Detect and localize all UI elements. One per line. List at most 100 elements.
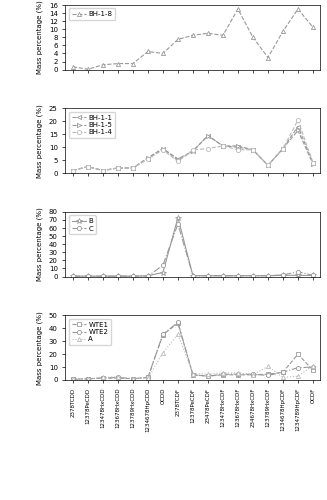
- A: [311, 363, 315, 369]
- BH-1-1: [266, 162, 270, 168]
- BH-1-4: [176, 158, 180, 164]
- BH-1-5: [116, 165, 120, 171]
- WTE2: [131, 376, 135, 382]
- BH-1-8: [131, 60, 135, 66]
- WTE1: [161, 332, 165, 338]
- BH-1-4: [236, 147, 240, 153]
- BH-1-8: [311, 24, 315, 30]
- A: [191, 370, 195, 376]
- B: [236, 272, 240, 278]
- WTE1: [101, 375, 105, 381]
- B: [281, 272, 285, 278]
- A: [131, 376, 135, 382]
- Y-axis label: Mass percentage (%): Mass percentage (%): [37, 208, 43, 281]
- BH-1-8: [161, 50, 165, 56]
- BH-1-1: [311, 160, 315, 166]
- B: [266, 272, 270, 278]
- BH-1-8: [236, 6, 240, 12]
- WTE1: [116, 375, 120, 381]
- A: [71, 376, 75, 382]
- BH-1-8: [101, 62, 105, 68]
- B: [311, 272, 315, 278]
- BH-1-5: [296, 128, 300, 134]
- WTE1: [296, 351, 300, 357]
- BH-1-1: [71, 168, 75, 173]
- WTE2: [251, 371, 255, 377]
- C: [146, 273, 150, 279]
- C: [311, 272, 315, 278]
- C: [296, 268, 300, 274]
- BH-1-5: [176, 157, 180, 163]
- BH-1-5: [206, 132, 210, 138]
- B: [71, 273, 75, 279]
- BH-1-8: [281, 28, 285, 34]
- BH-1-4: [86, 164, 90, 170]
- BH-1-8: [206, 30, 210, 36]
- BH-1-1: [296, 124, 300, 130]
- B: [251, 272, 255, 278]
- BH-1-8: [296, 6, 300, 12]
- A: [251, 372, 255, 378]
- Line: WTE1: WTE1: [71, 321, 315, 382]
- BH-1-1: [176, 156, 180, 162]
- BH-1-4: [191, 147, 195, 153]
- WTE1: [206, 373, 210, 379]
- BH-1-5: [281, 146, 285, 152]
- Y-axis label: Mass percentage (%): Mass percentage (%): [37, 0, 43, 74]
- BH-1-1: [131, 165, 135, 171]
- Legend: BH-1-1, BH-1-5, BH-1-4: BH-1-1, BH-1-5, BH-1-4: [69, 112, 115, 138]
- BH-1-5: [251, 147, 255, 153]
- BH-1-4: [146, 156, 150, 162]
- A: [221, 370, 225, 376]
- BH-1-8: [71, 64, 75, 70]
- C: [176, 221, 180, 227]
- A: [176, 331, 180, 337]
- A: [281, 374, 285, 380]
- BH-1-1: [101, 168, 105, 173]
- WTE2: [206, 373, 210, 379]
- Line: BH-1-1: BH-1-1: [71, 124, 315, 172]
- BH-1-5: [161, 146, 165, 152]
- WTE1: [311, 368, 315, 374]
- C: [161, 262, 165, 268]
- BH-1-5: [221, 143, 225, 149]
- Line: WTE2: WTE2: [71, 320, 315, 382]
- C: [236, 272, 240, 278]
- WTE2: [146, 374, 150, 380]
- B: [116, 273, 120, 279]
- BH-1-1: [236, 144, 240, 150]
- WTE2: [236, 371, 240, 377]
- B: [131, 273, 135, 279]
- WTE1: [221, 372, 225, 378]
- A: [86, 376, 90, 382]
- BH-1-8: [176, 36, 180, 43]
- Line: B: B: [70, 215, 316, 279]
- A: [116, 374, 120, 380]
- WTE2: [161, 331, 165, 337]
- WTE2: [266, 372, 270, 378]
- A: [101, 374, 105, 380]
- BH-1-1: [86, 164, 90, 170]
- BH-1-1: [116, 165, 120, 171]
- C: [86, 273, 90, 279]
- BH-1-1: [206, 132, 210, 138]
- WTE2: [116, 374, 120, 380]
- BH-1-8: [266, 54, 270, 60]
- BH-1-8: [86, 66, 90, 72]
- B: [191, 272, 195, 278]
- BH-1-4: [281, 146, 285, 152]
- A: [236, 370, 240, 376]
- WTE1: [281, 369, 285, 375]
- B: [176, 214, 180, 220]
- WTE2: [71, 376, 75, 382]
- Line: BH-1-5: BH-1-5: [71, 128, 315, 172]
- Y-axis label: Mass percentage (%): Mass percentage (%): [37, 104, 43, 178]
- C: [131, 273, 135, 279]
- BH-1-4: [131, 165, 135, 171]
- BH-1-4: [206, 146, 210, 152]
- BH-1-4: [266, 162, 270, 168]
- B: [206, 272, 210, 278]
- Y-axis label: Mass percentage (%): Mass percentage (%): [37, 311, 43, 384]
- BH-1-5: [311, 161, 315, 167]
- WTE1: [236, 372, 240, 378]
